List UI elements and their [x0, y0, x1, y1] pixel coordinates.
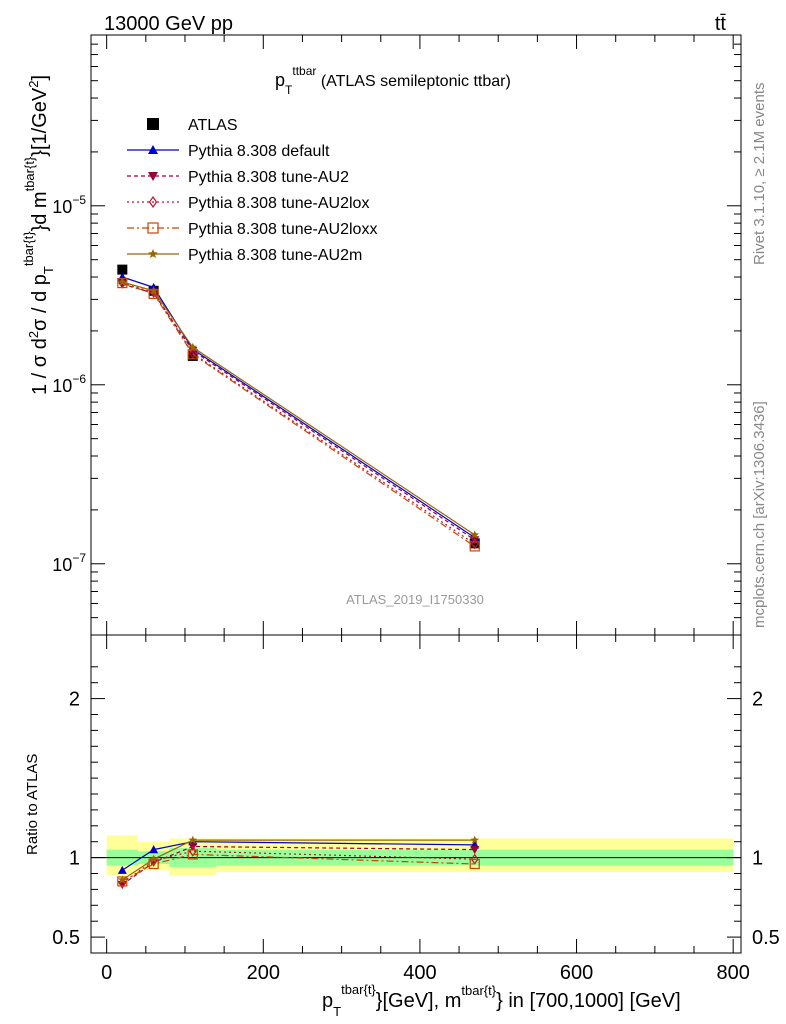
ratio-series — [117, 835, 480, 890]
series-2-ratio-line — [121, 845, 475, 886]
rivet-label: Rivet 3.1.10, ≥ 2.1M events — [751, 83, 768, 266]
series-2-ratio-point — [470, 846, 480, 855]
legend-label-2: Pythia 8.308 tune-AU2 — [188, 169, 349, 186]
series-5-ratio-line — [121, 839, 475, 881]
x-tick-label: 0 — [101, 962, 112, 984]
legend-label-0: ATLAS — [188, 117, 238, 134]
series-1-ratio-point — [149, 845, 159, 854]
legend-label-4: Pythia 8.308 tune-AU2loxx — [188, 221, 377, 238]
analysis-watermark: ATLAS_2019_I1750330 — [346, 592, 484, 607]
x-axis-label: pTtbar{t}}[GeV], mtbar{t}} in [700,1000]… — [322, 982, 681, 1019]
series-1-line — [122, 276, 476, 539]
legend-marker-5 — [148, 249, 158, 259]
main-series — [117, 264, 480, 552]
mcplots-label: mcplots.cern.ch [arXiv:1306.3436] — [751, 401, 768, 628]
series-5-ratio-point — [470, 835, 480, 844]
series-4-point — [187, 349, 198, 360]
plot-title: pTttbar (ATLAS semileptonic ttbar) — [275, 64, 511, 97]
series-5-point — [149, 286, 158, 295]
ratio-y-tick-label-left: 1 — [69, 848, 80, 870]
series-4-ratio-point — [469, 858, 480, 870]
series-5-ratio-point — [149, 854, 158, 863]
legend-marker-0 — [147, 118, 159, 130]
ratio-y-axis-label: Ratio to ATLAS — [24, 754, 41, 855]
x-tick-label: 600 — [560, 962, 593, 984]
ratio-plot-frame — [90, 634, 742, 954]
series-5-point — [188, 342, 198, 351]
y-tick-label: 10−5 — [52, 193, 86, 217]
ratio-y-tick-label-right: 2 — [752, 689, 763, 711]
series-3-ratio-point — [470, 853, 479, 865]
series-4-ratio-point — [187, 849, 198, 860]
x-tick-label: 400 — [403, 962, 436, 984]
series-0-point — [117, 264, 128, 275]
series-4-point — [469, 541, 480, 552]
legend-label-1: Pythia 8.308 default — [188, 143, 330, 160]
legend-marker-1 — [148, 145, 158, 154]
series-0-point — [187, 350, 198, 361]
legend-marker-3 — [148, 195, 158, 209]
ratio-y-tick-label-left: 0.5 — [52, 927, 80, 949]
series-3-line — [122, 282, 476, 545]
series-1-ratio-point — [117, 865, 127, 874]
axis-ticks: 10−5 10−6 10−7 0 200 400 600 800 2 2 1 1 0.5 0.5 — [52, 34, 780, 984]
x-tick-label: 200 — [247, 962, 280, 984]
process-label: tt̄ — [715, 13, 727, 35]
legend: ATLAS Pythia 8.308 default Pythia 8.308 tu… — [127, 117, 377, 264]
y-tick-label: 10−7 — [52, 551, 86, 575]
series-5-line — [122, 281, 476, 536]
energy-label: 13000 GeV pp — [104, 13, 233, 35]
series-1-ratio-line — [121, 841, 475, 871]
legend-label-3: Pythia 8.308 tune-AU2lox — [188, 195, 369, 212]
x-tick-label: 800 — [716, 962, 749, 984]
ratio-y-tick-label-right: 0.5 — [752, 927, 780, 949]
series-5-point — [118, 277, 127, 286]
series-5-ratio-point — [118, 875, 127, 884]
ratio-y-tick-label-left: 2 — [69, 689, 80, 711]
legend-marker-2 — [148, 172, 158, 181]
series-5-ratio-point — [188, 835, 198, 844]
series-5-point — [470, 530, 480, 539]
ratio-y-tick-label-right: 1 — [752, 848, 763, 870]
y-tick-label: 10−6 — [52, 372, 86, 396]
series-4-line — [122, 282, 476, 547]
legend-label-5: Pythia 8.308 tune-AU2m — [188, 247, 362, 264]
series-4-ratio-line — [122, 853, 475, 883]
legend-marker-4 — [147, 222, 159, 234]
y-axis-label: 1 / σ d2σ / d pTtbar{t}}d mtbar{t}}[1/Ge… — [21, 75, 56, 395]
